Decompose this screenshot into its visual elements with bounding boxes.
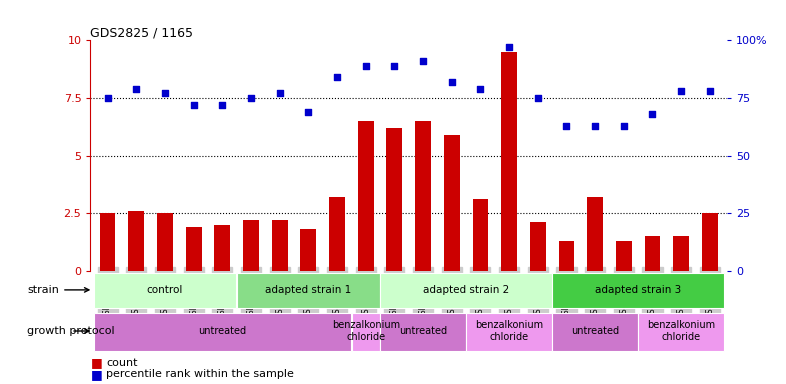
Bar [387, 128, 402, 271]
Point [560, 122, 573, 129]
Bar [358, 121, 373, 271]
Text: benzalkonium
chloride: benzalkonium chloride [332, 320, 400, 342]
Bar [157, 213, 173, 271]
Bar [444, 135, 460, 271]
Point [216, 102, 229, 108]
Bar [215, 225, 230, 271]
Text: ■: ■ [90, 368, 102, 381]
Text: adapted strain 1: adapted strain 1 [265, 285, 351, 295]
Text: growth protocol: growth protocol [28, 326, 115, 336]
Bar [702, 213, 718, 271]
Bar [243, 220, 259, 271]
Bar [553, 273, 724, 308]
Point [244, 95, 257, 101]
Bar [645, 236, 660, 271]
Text: control: control [147, 285, 183, 295]
Text: benzalkonium
chloride: benzalkonium chloride [647, 320, 715, 342]
Point [388, 63, 401, 69]
Point [474, 86, 487, 92]
Point [130, 86, 142, 92]
Bar [559, 241, 575, 271]
Bar [530, 222, 545, 271]
Point [159, 90, 171, 96]
Point [359, 63, 372, 69]
Bar [272, 220, 288, 271]
Text: GDS2825 / 1165: GDS2825 / 1165 [90, 26, 193, 39]
Bar [380, 313, 466, 351]
Text: untreated: untreated [571, 326, 619, 336]
Text: untreated: untreated [198, 326, 246, 336]
Point [675, 88, 688, 94]
Point [531, 95, 544, 101]
Point [589, 122, 601, 129]
Bar [501, 52, 517, 271]
Text: adapted strain 3: adapted strain 3 [595, 285, 681, 295]
Bar [329, 197, 345, 271]
Point [446, 79, 458, 85]
Text: ■: ■ [90, 356, 102, 369]
Bar [472, 199, 488, 271]
Point [101, 95, 114, 101]
Bar [638, 313, 724, 351]
Text: adapted strain 2: adapted strain 2 [423, 285, 509, 295]
Bar [466, 313, 552, 351]
Bar [300, 229, 316, 271]
Point [331, 74, 343, 80]
Bar [237, 273, 380, 308]
Text: count: count [106, 358, 138, 368]
Bar [351, 313, 380, 351]
Text: untreated: untreated [399, 326, 447, 336]
Text: percentile rank within the sample: percentile rank within the sample [106, 369, 294, 379]
Point [618, 122, 630, 129]
Point [646, 111, 659, 117]
Text: benzalkonium
chloride: benzalkonium chloride [475, 320, 543, 342]
Point [703, 88, 716, 94]
Point [274, 90, 286, 96]
Bar [185, 227, 201, 271]
Bar [94, 273, 237, 308]
Point [417, 58, 429, 64]
Point [302, 109, 314, 115]
Point [187, 102, 200, 108]
Bar [674, 236, 689, 271]
Bar [553, 313, 638, 351]
Point [503, 44, 516, 50]
Bar [616, 241, 632, 271]
Bar [100, 213, 116, 271]
Bar [94, 313, 351, 351]
Bar [380, 273, 552, 308]
Text: strain: strain [28, 285, 89, 295]
Bar [128, 211, 144, 271]
Bar [415, 121, 431, 271]
Bar [587, 197, 603, 271]
